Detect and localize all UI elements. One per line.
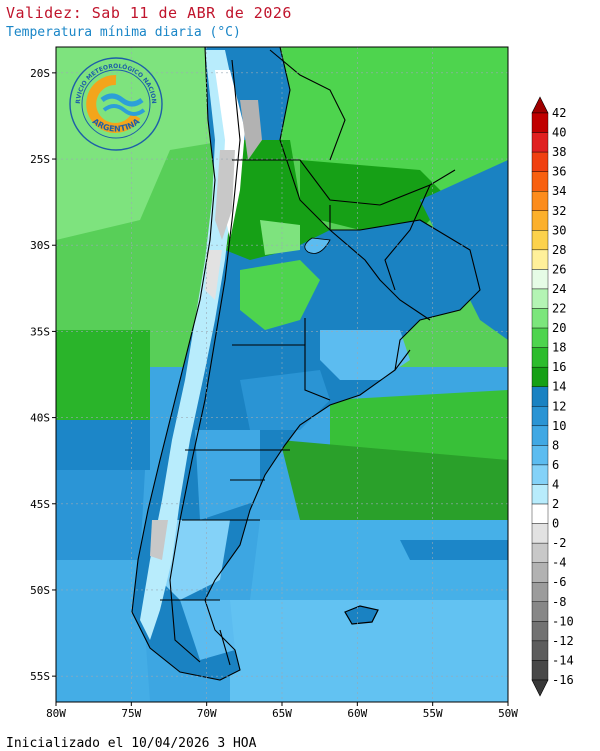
- colorbar-swatch: [531, 542, 549, 563]
- colorbar-label: 16: [552, 360, 566, 374]
- colorbar-swatch: [531, 640, 549, 661]
- colorbar-label: 6: [552, 458, 559, 472]
- colorbar-swatch: [531, 151, 549, 172]
- sun-icon: [86, 74, 141, 133]
- colorbar-label: -2: [552, 536, 566, 550]
- lat-tick-label: 40S: [30, 412, 50, 425]
- colorbar-label: 22: [552, 302, 566, 316]
- colorbar: 424038363432302826242220181614121086420-…: [531, 96, 574, 697]
- colorbar-swatch: [531, 366, 549, 387]
- map-title: Validez: Sab 11 de ABR de 2026: [6, 4, 292, 22]
- colorbar-label: 30: [552, 223, 566, 237]
- colorbar-swatch: [531, 445, 549, 466]
- colorbar-swatch: [531, 425, 549, 446]
- lon-tick-label: 50W: [498, 707, 518, 720]
- init-time: Inicializado el 10/04/2026 3 HOA: [6, 736, 257, 751]
- wave-icon: [100, 93, 144, 107]
- lat-tick-label: 30S: [30, 239, 50, 252]
- colorbar-swatch: [531, 464, 549, 485]
- lon-tick-label: 70W: [197, 707, 217, 720]
- lat-tick-label: 25S: [30, 153, 50, 166]
- colorbar-label: 0: [552, 517, 559, 531]
- colorbar-swatch: [531, 191, 549, 211]
- country-borders: [131, 47, 481, 681]
- colorbar-label: 24: [552, 282, 566, 296]
- colorbar-swatch: [531, 503, 549, 524]
- colorbar-label: 18: [552, 341, 566, 355]
- logo-inner-ring: [81, 69, 151, 139]
- logo-outer-ring: [69, 57, 163, 151]
- colorbar-label: 38: [552, 145, 566, 159]
- colorbar-label: -16: [552, 673, 574, 687]
- wave-icon: [102, 104, 146, 116]
- colorbar-swatch: [531, 406, 549, 427]
- colorbar-label: -12: [552, 634, 574, 648]
- colorbar-label: 12: [552, 399, 566, 413]
- colorbar-label: 20: [552, 321, 566, 335]
- colorbar-swatch: [531, 347, 549, 368]
- lon-tick-label: 60W: [347, 707, 367, 720]
- colorbar-swatch: [531, 288, 549, 309]
- lon-tick-label: 65W: [272, 707, 292, 720]
- lon-tick-label: 55W: [423, 707, 443, 720]
- colorbar-swatch: [531, 386, 549, 407]
- colorbar-swatch: [531, 621, 549, 642]
- latitude-labels: 20S 25S 30S 35S 40S 45S 50S 55S: [30, 67, 56, 683]
- lake-shape: [304, 237, 331, 254]
- colorbar-label: 10: [552, 419, 566, 433]
- colorbar-label: 8: [552, 438, 559, 452]
- colorbar-max-arrow: [531, 96, 549, 114]
- colorbar-label: 40: [552, 126, 566, 140]
- colorbar-label: 2: [552, 497, 559, 511]
- colorbar-swatch: [531, 230, 549, 251]
- lat-tick-label: 20S: [30, 67, 50, 80]
- colorbar-swatch: [531, 660, 549, 681]
- colorbar-swatch: [531, 210, 549, 231]
- lon-tick-label: 75W: [121, 707, 141, 720]
- colorbar-label: -6: [552, 575, 566, 589]
- colorbar-swatch: [531, 112, 549, 133]
- colorbar-swatch: [531, 523, 549, 544]
- colorbar-label: -14: [552, 653, 574, 667]
- colorbar-label: 32: [552, 204, 566, 218]
- colorbar-swatch: [531, 582, 549, 602]
- colorbar-swatch: [531, 327, 549, 348]
- colorbar-label: 26: [552, 262, 566, 276]
- colorbar-label: 4: [552, 477, 559, 491]
- colorbar-label: 34: [552, 184, 566, 198]
- colorbar-label: 14: [552, 380, 566, 394]
- colorbar-label: -8: [552, 595, 566, 609]
- map-subtitle: Temperatura mínima diaria (°C): [6, 25, 241, 40]
- colorbar-label: 28: [552, 243, 566, 257]
- colorbar-label: -10: [552, 614, 574, 628]
- colorbar-label: 36: [552, 165, 566, 179]
- lat-tick-label: 55S: [30, 670, 50, 683]
- colorbar-label: -4: [552, 556, 566, 570]
- colorbar-swatch: [531, 484, 549, 505]
- lat-tick-label: 35S: [30, 325, 50, 338]
- colorbar-label: 42: [552, 106, 566, 120]
- colorbar-swatch: [531, 308, 549, 329]
- colorbar-swatch: [531, 562, 549, 583]
- lon-tick-label: 80W: [46, 707, 66, 720]
- colorbar-min-arrow: [531, 679, 549, 697]
- colorbar-swatch: [531, 269, 549, 290]
- lat-tick-label: 45S: [30, 498, 50, 511]
- colorbar-swatch: [531, 601, 549, 622]
- colorbar-swatch: [531, 132, 549, 153]
- colorbar-swatch: [531, 249, 549, 270]
- longitude-labels: 80W 75W 70W 65W 60W 55W 50W: [46, 702, 518, 720]
- colorbar-swatch: [531, 171, 549, 192]
- lat-tick-label: 50S: [30, 584, 50, 597]
